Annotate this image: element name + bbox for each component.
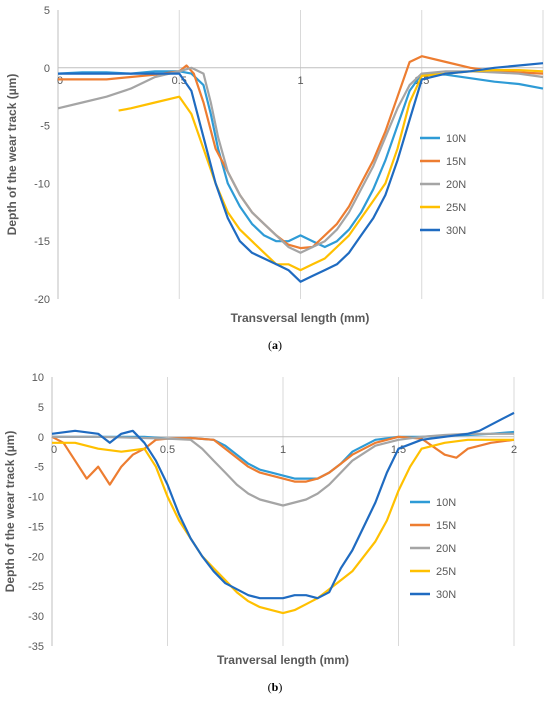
legend-label-10N: 10N xyxy=(446,133,466,145)
series-line-20N xyxy=(52,432,514,507)
x-tick-label: 1 xyxy=(280,444,286,456)
series-line-30N xyxy=(58,62,544,283)
y-tick-label: -15 xyxy=(28,521,44,533)
series-line-20N xyxy=(57,66,544,254)
y-tick-label: -30 xyxy=(28,611,44,623)
legend-label-20N: 20N xyxy=(436,543,456,555)
x-tick-label: 1 xyxy=(297,75,303,87)
y-tick-label: 5 xyxy=(44,5,50,17)
x-tick-label: 0 xyxy=(51,444,57,456)
y-tick-label: -35 xyxy=(28,641,44,653)
series-line-25N xyxy=(52,438,514,615)
y-tick-label: -25 xyxy=(28,581,44,593)
caption-b: (b) xyxy=(267,680,283,694)
x-tick-label: 2 xyxy=(511,444,517,456)
y-tick-label: 0 xyxy=(38,432,44,444)
y-tick-label: -20 xyxy=(28,551,44,563)
caption-a: (a) xyxy=(268,338,282,352)
x-tick-label: 0 xyxy=(57,75,63,87)
y-tick-label: -5 xyxy=(40,121,50,133)
series-line-30N xyxy=(51,411,515,600)
legend-label-10N: 10N xyxy=(436,497,456,509)
caption-a-label: a xyxy=(272,338,278,352)
legend-label-30N: 30N xyxy=(436,589,456,601)
chart-panel-a: 5 0 -5 -10 -15 -20 0 0.5 1 1.5 10N 15N 20N 25N 30N Tran… xyxy=(5,5,544,352)
x-axis-title: Tranversal length (mm) xyxy=(217,653,349,667)
y-tick-label: -10 xyxy=(28,492,44,504)
series-line-25N xyxy=(118,69,544,272)
chart-panel-b: 10 5 0 -5 -10 -15 -20 -25 -30 -35 0 0.5 1 1.5 2 10N 15N 2… xyxy=(0,362,550,702)
y-tick-label: -15 xyxy=(34,236,50,248)
y-tick-label: -10 xyxy=(34,178,50,190)
caption-b-label: b xyxy=(271,680,279,694)
y-tick-label: 5 xyxy=(38,402,44,414)
legend-label-15N: 15N xyxy=(436,520,456,532)
legend-label-15N: 15N xyxy=(446,156,466,168)
legend-label-25N: 25N xyxy=(446,202,466,214)
y-axis-title: Depth of the wear track (µm) xyxy=(5,74,19,236)
y-tick-label: -20 xyxy=(34,294,50,306)
y-axis-title: Depth of the wear track (µm) xyxy=(3,431,17,593)
y-tick-label: 10 xyxy=(32,372,44,384)
legend-label-20N: 20N xyxy=(446,179,466,191)
y-tick-label: 0 xyxy=(44,63,50,75)
legend-label-30N: 30N xyxy=(446,225,466,237)
x-axis-title: Transversal length (mm) xyxy=(231,311,370,325)
legend-label-25N: 25N xyxy=(436,566,456,578)
y-tick-label: -5 xyxy=(34,462,44,474)
x-tick-label: 0.5 xyxy=(160,444,175,456)
chart-a-svg: 50-5-10-15-200 0.5 1 1.510N15N20N25N30NTran… xyxy=(5,5,544,325)
